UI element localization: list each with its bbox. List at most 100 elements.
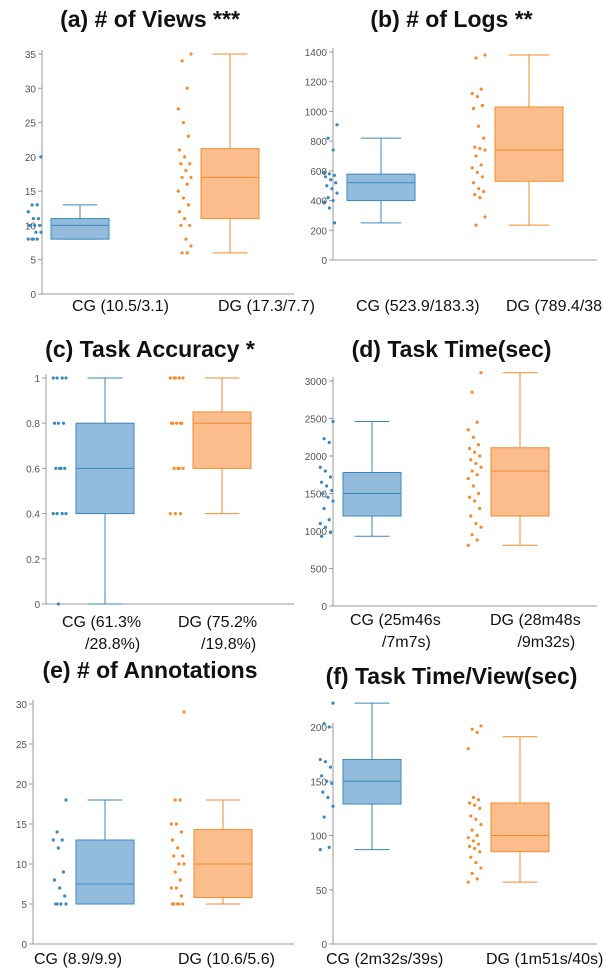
- y-tick-label: 0.4: [26, 510, 40, 521]
- category-label: CG (10.5/3.1): [72, 298, 169, 315]
- data-point: [33, 223, 37, 228]
- data-point: [174, 886, 178, 890]
- y-tick-label: 20: [25, 153, 37, 164]
- iqr-box: [192, 411, 252, 469]
- plot-area: 0 50 100 150 200: [310, 701, 597, 951]
- data-point: [470, 871, 474, 876]
- chart-title: (c) Task Accuracy *: [45, 336, 255, 362]
- iqr-box: [494, 106, 564, 182]
- data-point: [56, 421, 60, 425]
- data-point: [51, 512, 55, 516]
- data-point: [478, 850, 482, 854]
- y-tick-label: 25: [25, 119, 37, 130]
- data-point: [466, 836, 470, 840]
- data-point: [471, 435, 475, 439]
- data-point: [181, 466, 185, 470]
- data-point: [466, 543, 470, 547]
- data-point: [185, 251, 189, 255]
- data-point: [26, 210, 30, 214]
- data-point: [61, 870, 66, 874]
- category-label: CG (523.9/183.3): [356, 298, 480, 315]
- data-point: [185, 86, 189, 90]
- data-point: [321, 790, 325, 794]
- data-point: [475, 538, 479, 542]
- iqr-box: [50, 218, 110, 240]
- y-tick-label: 50: [316, 886, 328, 897]
- data-point: [477, 187, 481, 191]
- data-point: [171, 421, 175, 425]
- y-tick-label: 1200: [305, 78, 328, 89]
- data-point: [179, 162, 183, 166]
- data-point: [184, 237, 188, 241]
- data-point: [475, 420, 479, 424]
- data-point: [330, 187, 334, 191]
- y-tick-label: 2500: [305, 415, 328, 426]
- data-point: [169, 886, 173, 890]
- plot-area: 0 200 400 600 800 1000 1200 1400: [305, 48, 597, 267]
- data-point: [178, 798, 182, 802]
- data-point: [473, 803, 477, 807]
- data-point: [480, 175, 485, 179]
- data-point: [331, 198, 335, 203]
- data-point: [482, 190, 486, 194]
- data-point: [474, 56, 478, 60]
- data-point: [476, 491, 481, 496]
- y-tick-label: 200: [310, 226, 327, 237]
- data-point: [479, 823, 483, 827]
- data-point: [189, 175, 193, 180]
- data-point: [479, 724, 483, 728]
- data-point: [479, 525, 483, 529]
- y-tick-label: 5: [30, 256, 36, 267]
- data-point: [35, 237, 39, 241]
- chart-panel: (d) Task Time(sec) 0 500 1000 1500 2000 2500 30…: [300, 330, 603, 660]
- data-point: [473, 193, 477, 197]
- y-tick-label: 1400: [305, 48, 328, 59]
- data-point: [322, 170, 326, 174]
- data-point: [466, 747, 470, 751]
- data-point: [180, 421, 184, 425]
- data-point: [173, 798, 177, 802]
- data-point: [180, 175, 184, 180]
- data-point: [475, 170, 479, 174]
- data-point: [179, 894, 184, 898]
- data-point: [169, 822, 173, 826]
- y-tick-label: 800: [310, 137, 327, 148]
- y-tick-label: 25: [16, 740, 28, 751]
- data-point: [188, 223, 192, 228]
- data-point: [328, 475, 333, 479]
- data-point: [188, 162, 192, 166]
- data-point: [467, 495, 472, 499]
- data-point: [319, 480, 324, 484]
- data-point: [327, 518, 331, 522]
- category-label: DG (75.2%/19.8%): [178, 614, 258, 653]
- category-label: DG (17.3/7.7): [218, 298, 315, 315]
- data-point: [181, 196, 185, 200]
- iqr-box: [490, 802, 550, 853]
- data-point: [39, 155, 43, 159]
- data-point: [61, 421, 66, 425]
- chart-panel: (e) # of Annotations 0 5 10 15 20 25 30 CG (8.9/…: [0, 655, 300, 973]
- data-point: [332, 173, 337, 177]
- data-point: [63, 466, 67, 470]
- data-point: [469, 814, 473, 818]
- data-point: [58, 886, 62, 890]
- data-point: [327, 172, 331, 176]
- data-point: [331, 701, 335, 705]
- data-point: [318, 521, 322, 526]
- data-point: [189, 52, 193, 56]
- y-tick-label: 10: [16, 860, 28, 871]
- y-tick-label: 0: [34, 600, 40, 611]
- data-point: [471, 484, 475, 488]
- data-point: [470, 533, 474, 537]
- data-point: [35, 203, 39, 207]
- data-point: [64, 902, 68, 906]
- data-point: [321, 491, 325, 496]
- plot-area: 05101520253035: [25, 50, 294, 301]
- y-tick-label: 15: [16, 820, 28, 831]
- data-point: [470, 469, 474, 473]
- data-point: [327, 440, 331, 445]
- chart-title: (e) # of Annotations: [42, 657, 258, 683]
- data-point: [322, 200, 326, 204]
- data-point: [64, 798, 68, 802]
- y-tick-label: 15: [25, 187, 37, 198]
